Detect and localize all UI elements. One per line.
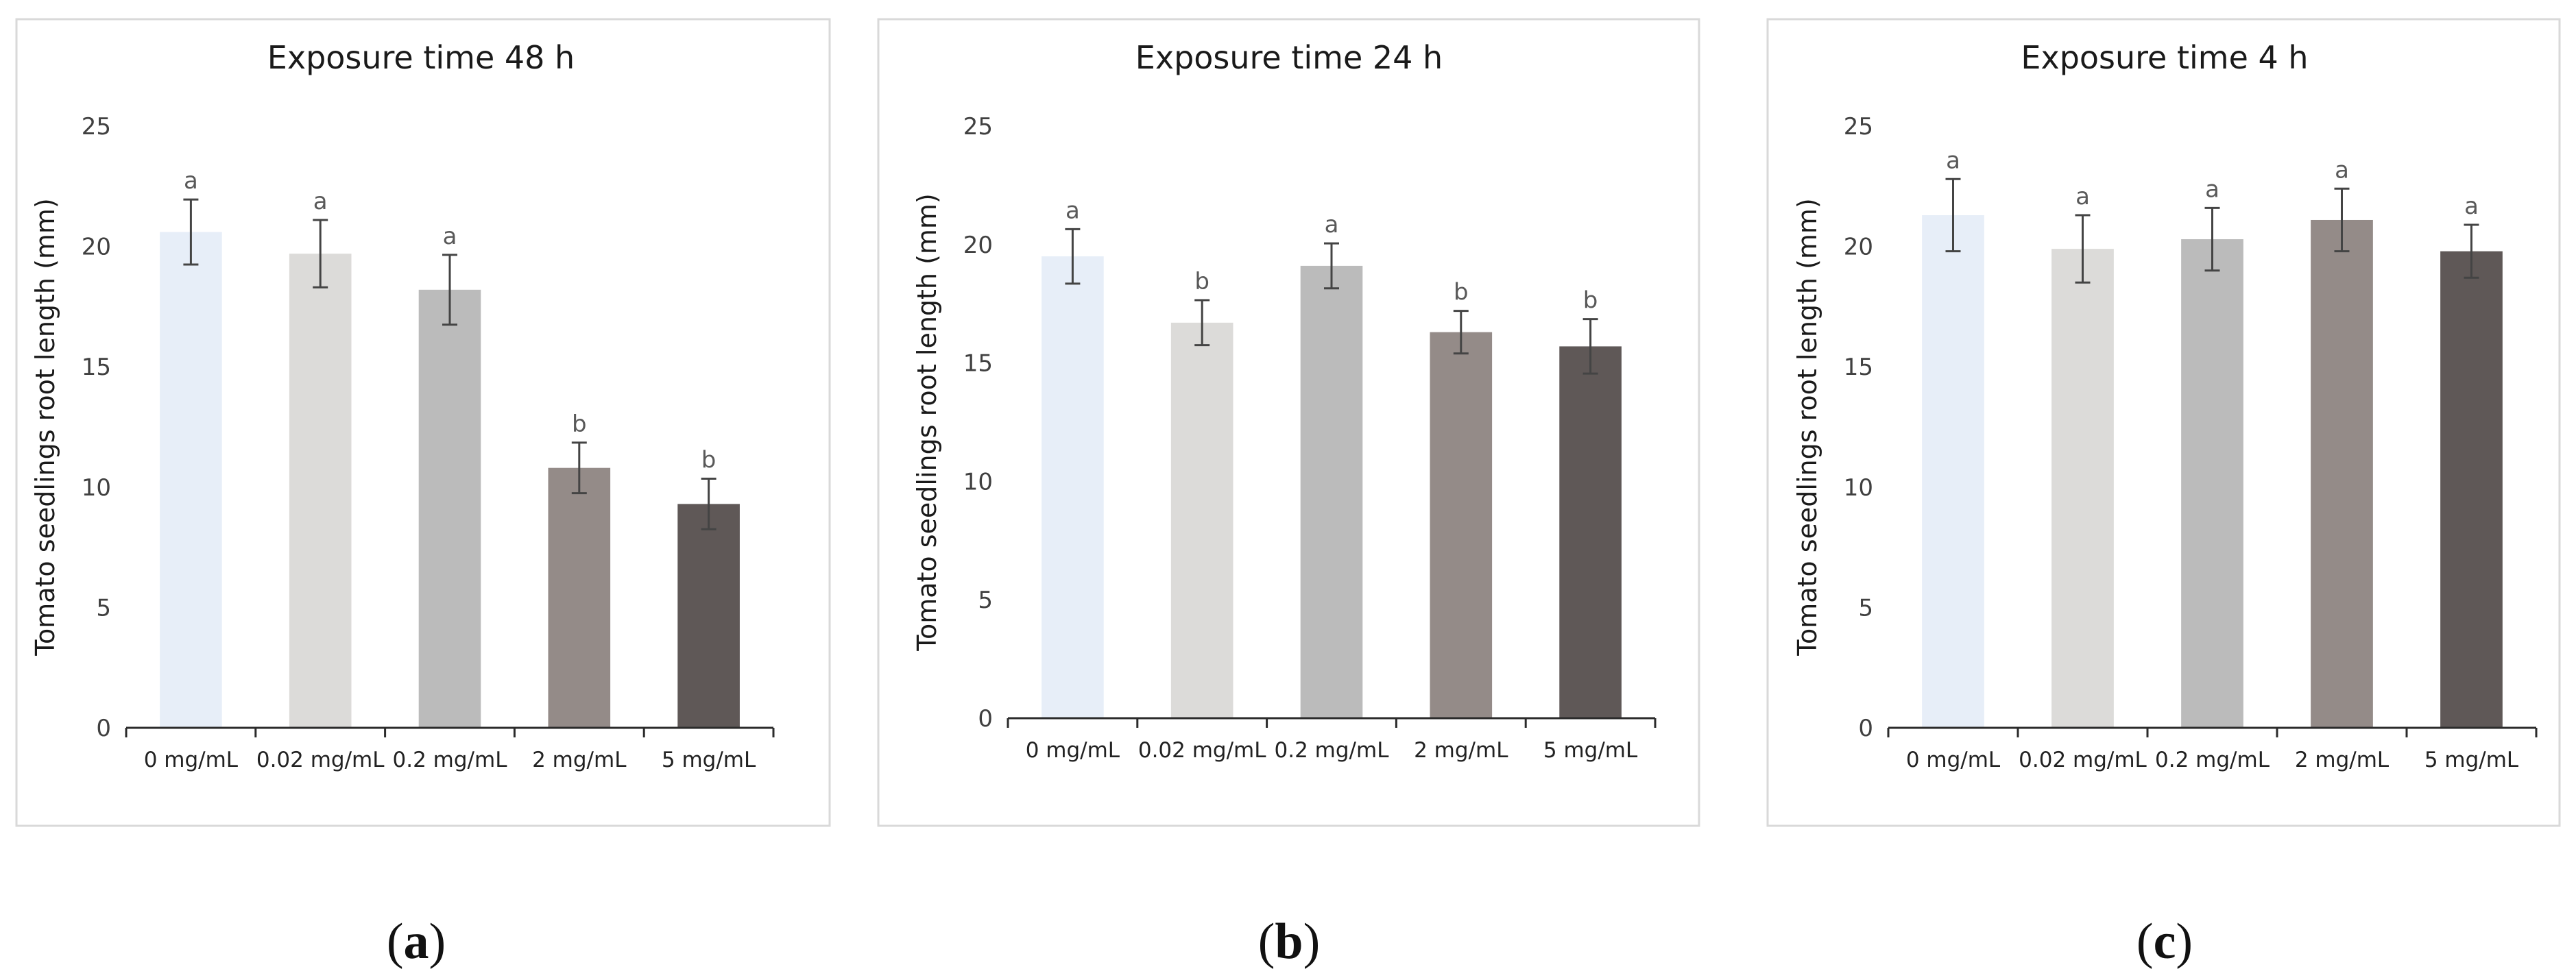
error-bar-1 [183, 198, 199, 266]
y-tick-label: 10 [82, 474, 111, 502]
significance-label: b [572, 411, 587, 438]
error-bar-3 [2204, 206, 2220, 272]
bar-2 [1170, 322, 1233, 718]
bar-1 [1042, 256, 1104, 719]
bar-3 [1300, 265, 1363, 718]
significance-label: b [1194, 268, 1209, 295]
x-tick-label: 0 mg/mL [1906, 748, 2001, 772]
y-tick-label: 15 [1844, 354, 1873, 381]
bar-1 [160, 232, 222, 728]
bar-5 [677, 504, 740, 728]
y-tick-label: 25 [1844, 113, 1873, 140]
chart-title: Exposure time 24 h [1135, 39, 1443, 76]
chart-title: Exposure time 4 h [2021, 39, 2308, 76]
panel-caption: (b) [1258, 914, 1320, 970]
x-tick-label: 0.02 mg/mL [1138, 738, 1266, 763]
chart-panel-b: Exposure time 24 h 0 5 10 15 20 25 Tomato seedl… [877, 18, 1700, 970]
x-tick-label: 5 mg/mL [662, 748, 756, 772]
significance-label: b [1454, 279, 1469, 306]
x-tick-label: 0 mg/mL [1026, 738, 1120, 763]
y-tick-label: 0 [978, 705, 993, 733]
bar-2 [289, 254, 352, 728]
error-bar-4 [2334, 187, 2350, 253]
chart-title: Exposure time 48 h [267, 39, 575, 76]
y-tick-label: 20 [963, 232, 993, 259]
x-tick-label: 0.02 mg/mL [2019, 748, 2147, 772]
error-bar-1 [1065, 228, 1081, 285]
x-tick-label: 0.02 mg/mL [256, 748, 385, 772]
bar-3 [2181, 239, 2243, 728]
y-axis-title: Tomato seedlings root length (mm) [912, 193, 942, 652]
significance-label: a [443, 223, 457, 250]
x-tick-label: 2 mg/mL [2295, 748, 2390, 772]
panel-caption: (c) [2136, 914, 2193, 970]
panel-caption: (a) [387, 914, 446, 970]
chart-panel-a: Exposure time 48 h 0 5 10 15 20 25 Tomato seedl… [15, 18, 831, 970]
error-bar-2 [1194, 299, 1210, 347]
bar-1 [1922, 215, 1984, 728]
error-bar-5 [701, 478, 717, 530]
significance-label: a [184, 167, 198, 195]
bar-5 [2440, 251, 2503, 728]
x-tick-label: 0.2 mg/mL [2155, 748, 2270, 772]
x-tick-label: 5 mg/mL [1543, 738, 1638, 763]
y-tick-label: 20 [1844, 234, 1873, 261]
y-tick-label: 0 [1858, 715, 1873, 742]
y-tick-label: 15 [963, 350, 993, 378]
error-bar-3 [442, 254, 457, 326]
significance-label: a [2335, 156, 2349, 184]
y-tick-label: 5 [96, 594, 111, 622]
y-tick-label: 5 [1858, 594, 1873, 622]
bar-4 [548, 467, 611, 728]
y-tick-label: 5 [978, 587, 993, 614]
significance-label: b [701, 447, 717, 474]
y-tick-label: 20 [82, 234, 111, 261]
error-bar-5 [1582, 318, 1598, 375]
significance-label: b [1583, 287, 1598, 315]
error-bar-4 [571, 441, 587, 495]
y-tick-label: 15 [82, 354, 111, 381]
x-tick-label: 0.2 mg/mL [393, 748, 508, 772]
bar-5 [1559, 346, 1622, 719]
x-tick-label: 0.2 mg/mL [1275, 738, 1390, 763]
chart-panel-c: Exposure time 4 h 0 5 10 15 20 25 Tomato seedli… [1766, 18, 2561, 970]
bar-3 [418, 289, 481, 728]
error-bar-1 [1945, 177, 1961, 253]
y-tick-label: 10 [963, 468, 993, 495]
significance-label: a [1946, 147, 1960, 174]
significance-label: a [2464, 193, 2479, 220]
error-bar-2 [2075, 214, 2091, 284]
bar-2 [2051, 249, 2114, 728]
error-bar-3 [1324, 242, 1339, 290]
error-bar-2 [313, 219, 328, 289]
x-tick-label: 0 mg/mL [144, 748, 239, 772]
significance-label: a [1066, 197, 1080, 224]
bar-4 [2311, 219, 2373, 728]
significance-label: a [2075, 183, 2090, 210]
y-tick-label: 0 [96, 715, 111, 742]
y-tick-label: 25 [82, 113, 111, 140]
chart-frame [1766, 18, 2561, 827]
y-tick-label: 10 [1844, 474, 1873, 502]
y-tick-label: 25 [963, 113, 993, 140]
y-axis-title: Tomato seedlings root length (mm) [1792, 198, 1822, 657]
y-axis-title: Tomato seedlings root length (mm) [30, 198, 60, 657]
significance-label: a [2205, 175, 2219, 203]
x-tick-label: 5 mg/mL [2424, 748, 2519, 772]
x-tick-label: 2 mg/mL [532, 748, 627, 772]
error-bar-4 [1453, 310, 1469, 355]
significance-label: a [313, 188, 328, 215]
x-tick-label: 2 mg/mL [1414, 738, 1508, 763]
bar-4 [1430, 332, 1493, 718]
error-bar-5 [2464, 223, 2479, 279]
significance-label: a [1325, 211, 1339, 238]
